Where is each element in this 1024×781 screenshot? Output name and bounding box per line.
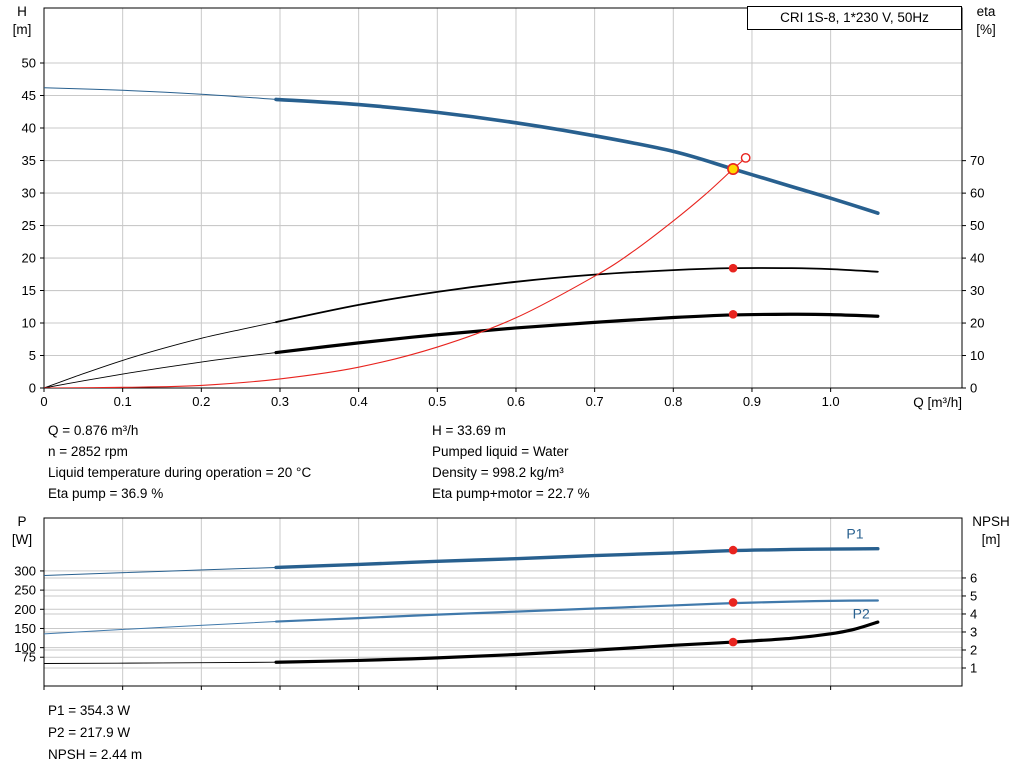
eta-pump <box>275 267 879 323</box>
svg-text:0.8: 0.8 <box>664 394 682 409</box>
p-axis-label: P [W] <box>0 513 44 549</box>
npsh-axis-unit: [m] <box>981 532 1001 547</box>
p-axis-unit: [W] <box>11 532 33 547</box>
requested-duty-point <box>740 152 751 163</box>
duty-eta-pump-dot <box>728 263 738 273</box>
duty-eta-pump-motor-dot <box>728 309 738 319</box>
svg-text:5: 5 <box>970 588 977 603</box>
svg-text:6: 6 <box>970 570 977 585</box>
eta-pump-motor-low-flow <box>44 352 277 388</box>
svg-text:0.2: 0.2 <box>192 394 210 409</box>
info-npsh: NPSH = 2.44 m <box>48 747 143 762</box>
duty-p1-dot <box>728 545 738 555</box>
p2-curve <box>274 599 879 623</box>
svg-text:0: 0 <box>970 381 977 396</box>
chart-title-box: CRI 1S-8, 1*230 V, 50Hz <box>747 6 962 30</box>
q-axis-label: Q [m³/h] <box>913 395 962 410</box>
svg-text:20: 20 <box>970 316 984 331</box>
svg-text:250: 250 <box>14 583 36 598</box>
p-axis-symbol: P <box>17 514 27 529</box>
info-p1: P1 = 354.3 W <box>48 703 131 718</box>
p1-low-flow <box>44 566 277 577</box>
svg-text:35: 35 <box>22 153 36 168</box>
info-speed: n = 2852 rpm <box>48 444 128 459</box>
svg-text:15: 15 <box>22 283 36 298</box>
p2-series-label: P2 <box>853 605 870 621</box>
svg-text:200: 200 <box>14 602 36 617</box>
svg-text:50: 50 <box>22 55 36 70</box>
svg-text:0.5: 0.5 <box>428 394 446 409</box>
info-head: H = 33.69 m <box>432 423 506 438</box>
actual-duty-point <box>727 163 740 176</box>
h-curve-low-flow <box>44 87 277 100</box>
info-flow: Q = 0.876 m³/h <box>48 423 139 438</box>
svg-text:40: 40 <box>22 120 36 135</box>
svg-text:75: 75 <box>22 650 36 665</box>
h-curve <box>274 97 880 215</box>
svg-text:10: 10 <box>22 315 36 330</box>
svg-text:100: 100 <box>14 640 36 655</box>
eta-axis-label: eta [%] <box>964 3 1008 39</box>
duty-p2-dot <box>728 598 738 607</box>
svg-text:30: 30 <box>22 185 36 200</box>
npsh-curve <box>274 620 880 664</box>
svg-text:300: 300 <box>14 563 36 578</box>
svg-text:0.9: 0.9 <box>743 394 761 409</box>
info-pumped-liquid: Pumped liquid = Water <box>432 444 569 459</box>
duty-npsh-dot <box>728 637 738 647</box>
svg-text:0.4: 0.4 <box>350 394 368 409</box>
svg-text:10: 10 <box>970 348 984 363</box>
svg-text:45: 45 <box>22 88 36 103</box>
svg-text:2: 2 <box>970 642 977 657</box>
svg-text:0.6: 0.6 <box>507 394 525 409</box>
svg-text:0: 0 <box>40 394 47 409</box>
p1-curve <box>274 546 880 570</box>
svg-text:0.3: 0.3 <box>271 394 289 409</box>
npsh-axis-label: NPSH [m] <box>960 513 1022 549</box>
eta-axis-symbol: eta <box>976 4 996 19</box>
svg-text:3: 3 <box>970 624 977 639</box>
svg-text:0: 0 <box>29 381 36 396</box>
operating-data-right: H = 33.69 m Pumped liquid = Water Densit… <box>432 420 590 504</box>
p2-low-flow <box>44 621 277 635</box>
system-curve <box>44 157 747 388</box>
npsh-axis-symbol: NPSH <box>972 514 1010 529</box>
eta-pump-low-flow <box>44 321 277 388</box>
svg-text:1: 1 <box>970 660 977 675</box>
info-eta-pump-motor: Eta pump+motor = 22.7 % <box>432 486 590 501</box>
svg-text:40: 40 <box>970 251 984 266</box>
eta-axis-unit: [%] <box>976 22 996 37</box>
info-p2: P2 = 217.9 W <box>48 725 131 740</box>
eta-pump-motor <box>274 312 880 355</box>
info-density: Density = 998.2 kg/m³ <box>432 465 564 480</box>
npsh-low-flow <box>44 661 277 664</box>
h-axis-unit: [m] <box>12 22 32 37</box>
svg-text:50: 50 <box>970 218 984 233</box>
svg-text:0.1: 0.1 <box>114 394 132 409</box>
h-axis-label: H [m] <box>0 3 44 39</box>
svg-text:60: 60 <box>970 186 984 201</box>
info-liquid-temperature: Liquid temperature during operation = 20… <box>48 465 312 480</box>
svg-text:25: 25 <box>22 218 36 233</box>
svg-text:1.0: 1.0 <box>822 394 840 409</box>
power-data: P1 = 354.3 W P2 = 217.9 W NPSH = 2.44 m <box>48 700 142 766</box>
svg-text:30: 30 <box>970 283 984 298</box>
operating-data-left: Q = 0.876 m³/h n = 2852 rpm Liquid tempe… <box>48 420 311 504</box>
svg-text:20: 20 <box>22 250 36 265</box>
svg-text:150: 150 <box>14 621 36 636</box>
p1-series-label: P1 <box>846 526 863 542</box>
svg-text:5: 5 <box>29 348 36 363</box>
h-axis-symbol: H <box>17 4 27 19</box>
info-eta-pump: Eta pump = 36.9 % <box>48 486 164 501</box>
svg-text:4: 4 <box>970 606 977 621</box>
svg-text:0.7: 0.7 <box>586 394 604 409</box>
svg-text:70: 70 <box>970 153 984 168</box>
